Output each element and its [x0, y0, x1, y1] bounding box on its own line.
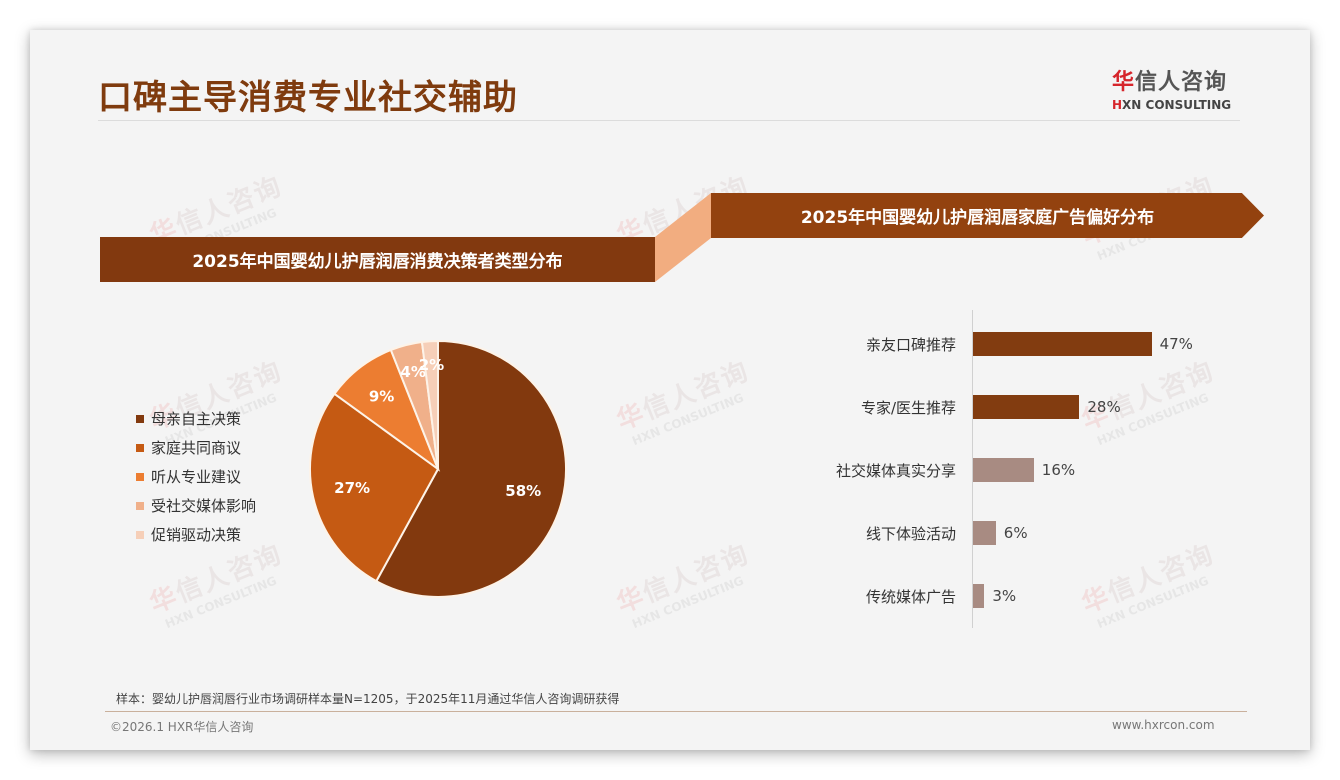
bar-track: 16%: [973, 458, 1075, 482]
bar-chart: 亲友口碑推荐 47% 专家/医生推荐 28% 社交媒体真实分享 16% 线下体验活动 6% 传统…: [800, 310, 1220, 630]
website: www.hxrcon.com: [1112, 718, 1215, 732]
legend-swatch: [136, 501, 144, 510]
pie-chart-title-banner: 2025年中国婴幼儿护唇润唇消费决策者类型分布: [100, 237, 655, 282]
bar-axis: [972, 310, 973, 628]
bar-category-label: 亲友口碑推荐: [865, 335, 956, 354]
bar-category-label: 线下体验活动: [865, 524, 956, 543]
legend-item: 家庭共同商议: [136, 433, 256, 462]
footer-divider: [105, 711, 1247, 712]
pie-data-label: 27%: [334, 479, 370, 497]
banner-connector: [655, 193, 711, 282]
bar-track: 47%: [973, 332, 1193, 356]
legend-item: 促销驱动决策: [136, 520, 256, 549]
bar: [973, 458, 1034, 482]
bar-category-label: 传统媒体广告: [865, 587, 956, 606]
bar-row: 传统媒体广告 3%: [800, 584, 1016, 608]
logo-cn: 华信人咨询: [1112, 70, 1228, 95]
pie-slice: [374, 339, 567, 598]
bar-row: 社交媒体真实分享 16%: [800, 458, 1075, 482]
legend-item: 受社交媒体影响: [136, 491, 256, 520]
legend-swatch: [136, 443, 144, 452]
bar: [973, 521, 996, 545]
legend-item: 母亲自主决策: [136, 404, 256, 433]
bar-value-label: 3%: [992, 587, 1017, 605]
bar-value-label: 16%: [1041, 461, 1076, 479]
bar-value-label: 6%: [1003, 524, 1028, 542]
bar-row: 专家/医生推荐 28%: [800, 395, 1121, 419]
pie-data-label: 9%: [369, 387, 394, 405]
bar-track: 3%: [973, 584, 1016, 608]
bar-category-label: 社交媒体真实分享: [835, 461, 956, 480]
legend-swatch: [136, 472, 144, 481]
page-title: 口碑主导消费专业社交辅助: [98, 78, 518, 118]
pie-chart: 58% 27% 9% 4%2%: [309, 339, 567, 598]
pie-slice: [309, 392, 440, 583]
legend-swatch: [136, 414, 144, 423]
bar: [973, 332, 1152, 356]
pie-data-label: 2%: [419, 356, 444, 374]
legend-swatch: [136, 530, 144, 539]
copyright: ©2026.1 HXR华信人咨询: [110, 720, 254, 734]
bar: [973, 395, 1080, 419]
title-divider: [98, 120, 1240, 121]
bar-row: 亲友口碑推荐 47%: [800, 332, 1193, 356]
bar-track: 6%: [973, 521, 1028, 545]
brand-logo: 华信人咨询 HXN CONSULTING: [1112, 64, 1242, 112]
pie-slice: [420, 339, 439, 470]
slide: 口碑主导消费专业社交辅助 华信人咨询 HXN CONSULTING 华信人咨询 H…: [30, 30, 1310, 750]
bar-category-label: 专家/医生推荐: [860, 398, 956, 417]
bar-track: 28%: [973, 395, 1121, 419]
logo-en: HXN CONSULTING: [1112, 98, 1232, 112]
legend-item: 听从专业建议: [136, 462, 256, 491]
bar-chart-title-banner: 2025年中国婴幼儿护唇润唇家庭广告偏好分布: [711, 193, 1264, 238]
pie-data-label: 58%: [505, 482, 541, 500]
pie-data-label: 4%: [400, 363, 425, 381]
bar-value-label: 47%: [1159, 335, 1193, 353]
bar-value-label: 28%: [1087, 398, 1121, 416]
sample-note: 样本：婴幼儿护唇润唇行业市场调研样本量N=1205，于2025年11月通过华信人…: [116, 692, 620, 706]
bar: [973, 584, 985, 608]
bar-row: 线下体验活动 6%: [800, 521, 1028, 545]
pie-legend: 母亲自主决策 家庭共同商议 听从专业建议 受社交媒体影响 促销驱动决策: [136, 404, 256, 549]
